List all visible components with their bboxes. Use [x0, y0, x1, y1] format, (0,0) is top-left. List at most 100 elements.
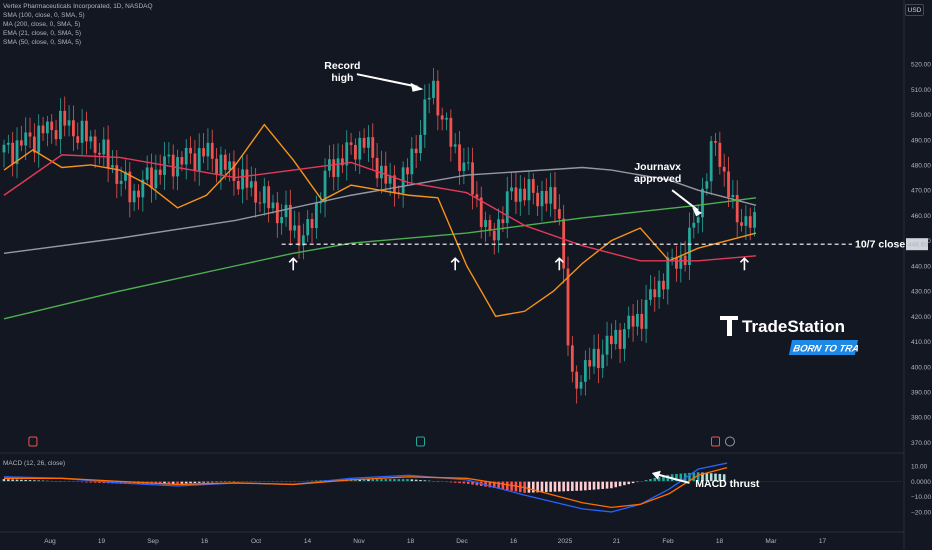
currency-badge[interactable]: USD [905, 4, 924, 16]
candle-body [731, 194, 735, 198]
x-tick-label: 18 [407, 538, 415, 545]
macd-histogram-bar [540, 481, 544, 493]
legend-sma50[interactable]: SMA (50, close, 0, SMA, 5) [3, 39, 82, 46]
macd-histogram-bar [228, 481, 231, 482]
candle-body [215, 158, 218, 175]
candle-body [106, 139, 110, 168]
candle-body [232, 161, 236, 181]
y-tick-label: 460.00 [911, 213, 931, 220]
macd-histogram-bar [189, 481, 192, 484]
macd-histogram-bar [636, 481, 639, 483]
legend-ma200[interactable]: MA (200, close, 0, SMA, 5) [3, 21, 81, 28]
candle-body [653, 289, 657, 298]
candle-body [24, 132, 28, 146]
macd-histogram-bar [223, 481, 227, 482]
brand-name: TradeStation [742, 317, 845, 336]
candle-body [202, 148, 205, 157]
candle-body [544, 190, 548, 204]
macd-histogram-bar [657, 476, 661, 482]
candle-body [102, 139, 106, 155]
candle-body [540, 190, 544, 207]
macd-histogram-bar [545, 481, 548, 492]
macd-legend[interactable]: MACD (12, 26, close) [3, 460, 66, 467]
candle-body [375, 157, 379, 179]
macd-histogram-bar [371, 479, 375, 482]
candle-body [388, 175, 392, 184]
candle-body [45, 121, 49, 134]
candle-body [718, 142, 722, 167]
y-tick-label: 480.00 [911, 162, 931, 169]
candle-body [744, 216, 748, 226]
macd-y-tick-label: 10.00 [911, 464, 928, 471]
macd-histogram-bar [492, 481, 496, 489]
y-tick-label: 410.00 [911, 339, 931, 346]
arrowhead-journavx [692, 207, 703, 217]
legend-ema21[interactable]: EMA (21, close, 0, SMA, 5) [3, 30, 82, 37]
candle-body [2, 144, 6, 153]
macd-histogram-bar [215, 481, 218, 483]
annotation-journavx: Journavx [634, 161, 681, 173]
candle-body [414, 148, 418, 154]
macd-histogram-bar [7, 479, 10, 482]
candle-body [709, 141, 713, 182]
candle-body [501, 219, 505, 224]
macd-histogram-bar [171, 481, 175, 484]
candle-body [254, 181, 258, 203]
candle-body [527, 179, 531, 201]
candle-body [449, 117, 453, 147]
candle-body [76, 136, 80, 143]
ma-line-0 [3, 166, 757, 254]
macd-histogram-bar [536, 481, 539, 493]
up-arrow [739, 257, 749, 271]
annotation-macd-thrust: MACD thrust [695, 478, 760, 490]
macd-histogram-bar [597, 481, 600, 490]
x-tick-label: Feb [662, 538, 674, 545]
candle-body [288, 204, 292, 231]
chart-title: Vertex Pharmaceuticals Incorporated, 1D,… [3, 3, 153, 10]
candle-body [423, 99, 427, 135]
x-tick-label: Nov [353, 538, 365, 545]
x-tick-label: 17 [819, 538, 827, 545]
candle-body [623, 329, 626, 349]
candle-body [206, 142, 210, 157]
macd-histogram-bar [254, 481, 257, 482]
candle-body [336, 158, 340, 177]
candle-body [614, 329, 618, 345]
candle-body [158, 169, 162, 175]
x-tick-label: Aug [44, 538, 56, 545]
candle-body [466, 162, 470, 164]
macd-histogram-bar [124, 481, 127, 484]
legend-sma100[interactable]: SMA (100, close, 0, SMA, 5) [3, 12, 85, 19]
candle-body [167, 154, 171, 157]
candle-body [553, 187, 557, 210]
candle-body [570, 345, 574, 372]
candle-body [475, 194, 479, 198]
candle-body [753, 212, 756, 228]
macd-histogram-bar [263, 481, 266, 482]
candle-body [219, 154, 223, 175]
macd-histogram-bar [375, 479, 379, 482]
macd-histogram-bar [219, 481, 223, 482]
x-tick-label: Oct [251, 538, 261, 545]
candle-body [618, 329, 622, 349]
macd-histogram-bar [553, 481, 557, 492]
event-marker [711, 436, 721, 447]
candle-body [119, 180, 123, 184]
macd-histogram-bar [276, 481, 279, 482]
candle-body [631, 315, 635, 327]
macd-histogram-bar [688, 472, 691, 482]
candle-body [601, 354, 605, 369]
candle-body [609, 335, 613, 345]
macd-histogram-bar [367, 479, 370, 482]
candle-body [662, 280, 665, 290]
ma-line-3 [3, 154, 757, 262]
macd-histogram-bar [701, 472, 704, 482]
candle-body [644, 299, 648, 329]
signal-line [4, 467, 728, 509]
candle-body [497, 219, 500, 241]
macd-histogram-bar [380, 479, 383, 482]
macd-histogram-bar [15, 479, 19, 482]
candle-body [688, 227, 691, 266]
